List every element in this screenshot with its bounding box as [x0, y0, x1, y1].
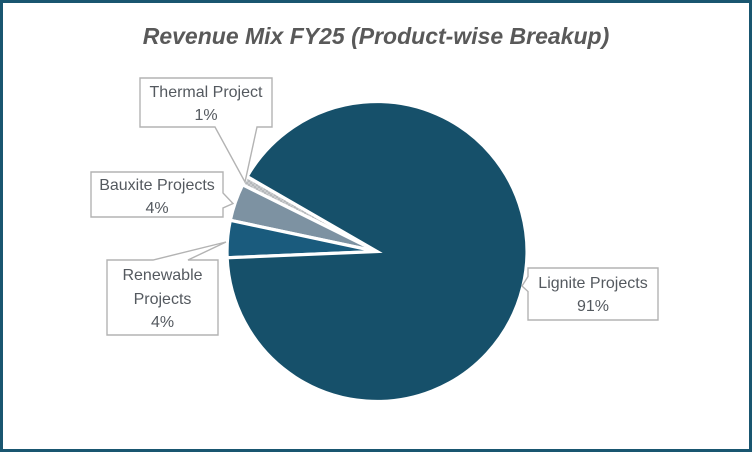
- callout-lignite-line1: Lignite Projects: [538, 275, 647, 292]
- callout-box-renewable[interactable]: [106, 241, 227, 336]
- callout-box-lignite[interactable]: [521, 267, 659, 321]
- callout-bauxite: Bauxite Projects 4%: [90, 171, 235, 218]
- callout-thermal-line2: 1%: [194, 107, 217, 124]
- callout-lignite: Lignite Projects 91%: [521, 267, 659, 321]
- callout-bauxite-line2: 4%: [145, 200, 168, 217]
- chart-title[interactable]: Revenue Mix FY25 (Product-wise Breakup): [142, 23, 610, 49]
- callout-renewable: Renewable Projects 4%: [106, 241, 227, 336]
- callout-bauxite-line1: Bauxite Projects: [99, 177, 215, 194]
- callout-thermal-line1: Thermal Project: [150, 84, 263, 101]
- pie-slices-group: [225, 99, 529, 404]
- callout-thermal: Thermal Project 1%: [139, 77, 273, 184]
- callout-box-thermal[interactable]: [139, 77, 273, 184]
- callout-renewable-line1: Renewable: [122, 267, 202, 284]
- callout-renewable-line3: 4%: [151, 314, 174, 331]
- callout-box-bauxite[interactable]: [90, 171, 235, 218]
- callout-renewable-line2: Projects: [134, 291, 192, 308]
- callout-lignite-line2: 91%: [577, 298, 609, 315]
